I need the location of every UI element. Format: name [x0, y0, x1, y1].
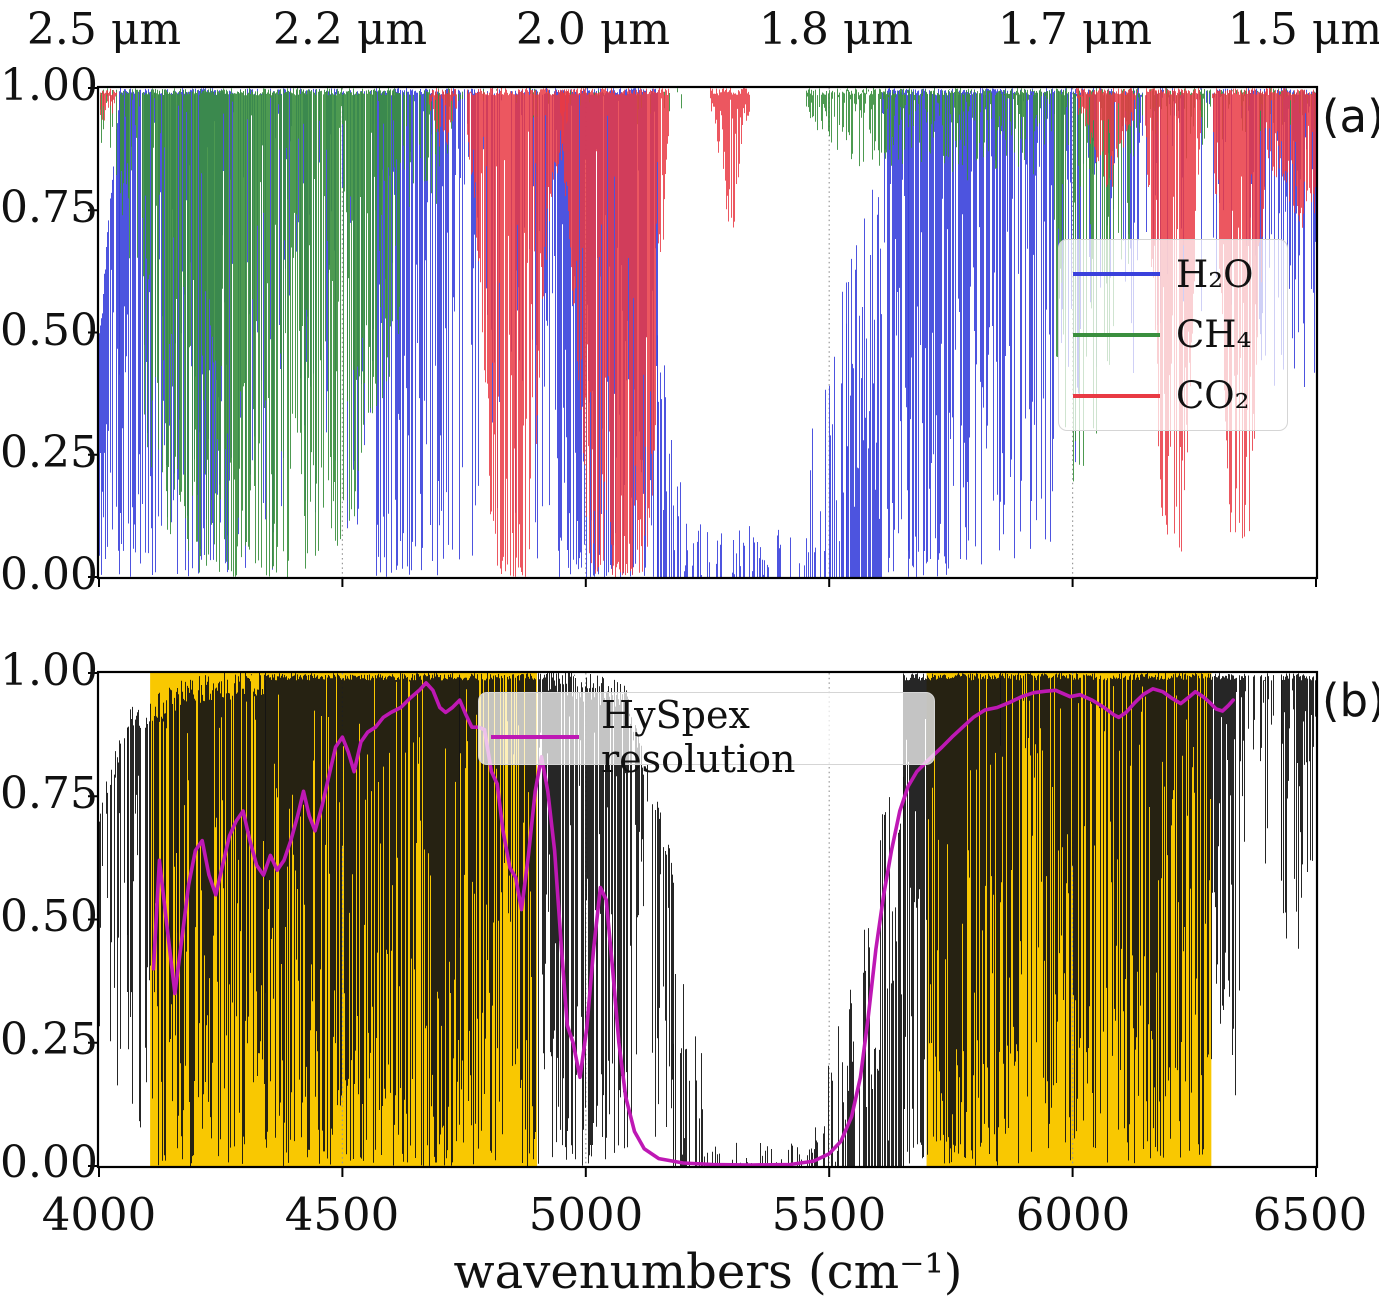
panel-a-plot: [88, 85, 1319, 587]
legend-label-h2o: H₂O: [1176, 252, 1254, 296]
hyspex-line-swatch: [491, 735, 579, 739]
h2o-line-swatch: [1073, 272, 1160, 277]
x-axis-title: wavenumbers (cm⁻¹): [453, 1244, 963, 1300]
xtick-4000: 4000: [41, 1188, 157, 1241]
hyspex-resolution-curve: [151, 681, 1235, 1167]
panel-b-tag: (b): [1322, 674, 1379, 727]
legend-item-co2: CO₂: [1059, 374, 1287, 417]
legend-item-h2o: H₂O: [1059, 253, 1287, 296]
top-axis-label-1.8um: 1.8 μm: [758, 4, 914, 55]
ytick-a-0.75: 0.75: [0, 182, 98, 233]
legend-label-co2: CO₂: [1176, 374, 1250, 418]
top-axis-label-1.7um: 1.7 μm: [997, 4, 1153, 55]
panel-a-tag: (a): [1322, 90, 1379, 143]
legend-item-ch4: CH₄: [1059, 313, 1287, 356]
top-axis-label-1.5um: 1.5 μm: [1227, 4, 1379, 55]
xtick-5000: 5000: [528, 1188, 644, 1241]
ytick-b-1.00: 1.00: [0, 645, 98, 696]
legend-panel-b: HySpex resolution: [478, 692, 935, 781]
legend-label-ch4: CH₄: [1176, 313, 1252, 357]
ytick-b-0.50: 0.50: [0, 891, 98, 942]
top-axis-label-2.5um: 2.5 μm: [26, 4, 182, 55]
ytick-b-0.25: 0.25: [0, 1014, 98, 1065]
ch4-line-swatch: [1073, 332, 1160, 337]
co2-line-swatch: [1073, 393, 1160, 398]
series-telluric-transmission: [99, 673, 1317, 1166]
legend-panel-a: H₂O CH₄ CO₂: [1058, 239, 1288, 431]
panel-b-plot: [88, 670, 1319, 1177]
xtick-6000: 6000: [1015, 1188, 1131, 1241]
xtick-4500: 4500: [284, 1188, 400, 1241]
ytick-a-0.25: 0.25: [0, 427, 98, 478]
legend-item-hyspex: HySpex resolution: [479, 693, 934, 781]
ytick-b-0.00: 0.00: [0, 1137, 98, 1188]
ytick-a-1.00: 1.00: [0, 60, 98, 111]
top-axis-label-2.0um: 2.0 μm: [515, 4, 671, 55]
ytick-b-0.75: 0.75: [0, 768, 98, 819]
ytick-a-0.50: 0.50: [0, 305, 98, 356]
xtick-5500: 5500: [771, 1188, 887, 1241]
ytick-a-0.00: 0.00: [0, 549, 98, 600]
top-axis-label-2.2um: 2.2 μm: [272, 4, 428, 55]
xtick-6500: 6500: [1252, 1188, 1368, 1241]
legend-label-hyspex: HySpex resolution: [601, 693, 796, 781]
